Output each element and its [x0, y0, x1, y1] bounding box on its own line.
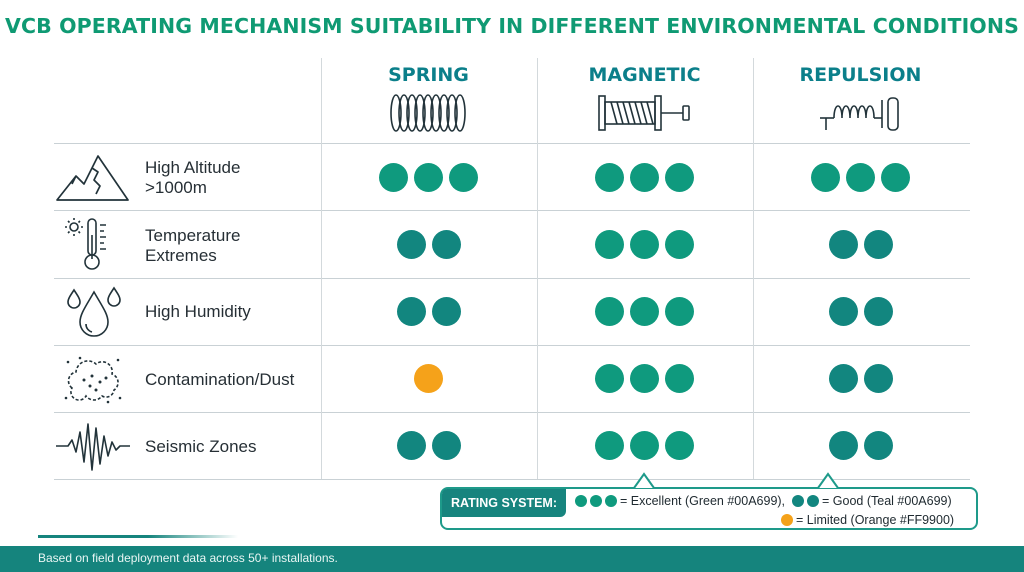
rating-dot-good [863, 297, 893, 326]
rating-dot-excellent [630, 163, 659, 192]
magnetic-actuator-icon [598, 95, 690, 131]
rating-dot-excellent [811, 163, 840, 192]
rating-cell [753, 230, 968, 259]
grid-line [54, 210, 970, 211]
row-label-humidity: High Humidity [145, 302, 251, 321]
grid-line [54, 278, 970, 279]
grid-line [537, 58, 538, 479]
column-header-spring: SPRING [388, 64, 469, 86]
rating-dot-excellent [595, 163, 624, 192]
rating-cell [321, 431, 536, 460]
rating-dot-excellent [595, 297, 624, 326]
rating-dot-limited [414, 364, 443, 393]
legend-line-2: = Limited (Orange #FF9900) [781, 513, 954, 527]
rating-dot-good [828, 431, 858, 460]
callout-pointer [633, 472, 655, 489]
rating-dot-excellent [595, 364, 624, 393]
rating-dot-excellent [846, 163, 875, 192]
rating-dot-good [396, 230, 426, 259]
rating-cell [753, 163, 968, 192]
legend-dot [781, 514, 793, 526]
row-label-contamination: Contamination/Dust [145, 370, 295, 389]
rating-cell [321, 163, 536, 192]
thermometer-icon [65, 218, 106, 270]
rating-dot-excellent [630, 364, 659, 393]
rating-dot-excellent [630, 230, 659, 259]
grid-line [54, 479, 970, 480]
legend-dot [792, 495, 805, 507]
rating-cell [321, 297, 536, 326]
mountain-icon [56, 155, 129, 201]
footer-bar: Based on field deployment data across 50… [0, 546, 1024, 572]
rating-dot-good [863, 431, 893, 460]
rating-cell [537, 431, 752, 460]
seismic-wave-icon [56, 423, 130, 471]
row-label-high-altitude: High Altitude >1000m [145, 158, 241, 197]
grid-line [54, 143, 970, 144]
grid-line [54, 412, 970, 413]
legend-limited-text: = Limited (Orange #FF9900) [796, 513, 955, 527]
legend-dot [575, 495, 587, 507]
rating-dot-good [828, 364, 858, 393]
rating-dot-good [431, 230, 461, 259]
rating-dot-good [431, 297, 461, 326]
rating-dot-good [828, 297, 858, 326]
rating-cell [537, 230, 752, 259]
rating-dot-excellent [665, 364, 694, 393]
column-header-magnetic: MAGNETIC [588, 64, 701, 86]
legend-dot [605, 495, 617, 507]
rating-dot-excellent [881, 163, 910, 192]
rating-dot-good [396, 431, 426, 460]
rating-dot-excellent [630, 297, 659, 326]
legend-dot [590, 495, 602, 507]
rating-cell [753, 364, 968, 393]
spring-coil-icon [390, 94, 466, 132]
rating-dot-excellent [595, 230, 624, 259]
repulsion-coil-icon [820, 97, 899, 131]
rating-cell [321, 230, 536, 259]
rating-dot-good [396, 297, 426, 326]
row-label-seismic: Seismic Zones [145, 437, 257, 456]
rating-dot-excellent [449, 163, 478, 192]
rating-dot-good [863, 364, 893, 393]
grid-line [321, 58, 322, 479]
grid-line [54, 345, 970, 346]
dust-cloud-icon [64, 356, 122, 404]
accent-line [38, 535, 238, 538]
callout-pointer [817, 472, 839, 489]
rating-legend-tag: RATING SYSTEM: [442, 489, 566, 517]
rating-dot-good [828, 230, 858, 259]
rating-dot-excellent [379, 163, 408, 192]
rating-cell [753, 431, 968, 460]
page-title: VCB OPERATING MECHANISM SUITABILITY IN D… [5, 14, 1019, 38]
rating-dot-excellent [414, 163, 443, 192]
rating-cell [537, 364, 752, 393]
legend-excellent-text: = Excellent (Green #00A699), [620, 494, 786, 508]
row-label-temperature: Temperature Extremes [145, 226, 241, 265]
legend-dot [807, 495, 820, 507]
rating-cell [537, 163, 752, 192]
legend-line-1: = Excellent (Green #00A699), = Good (Tea… [575, 494, 952, 508]
footer-note: Based on field deployment data across 50… [38, 551, 338, 565]
legend-good-text: = Good (Teal #00A699) [822, 494, 952, 508]
rating-dot-excellent [665, 297, 694, 326]
rating-cell [537, 297, 752, 326]
rating-dot-excellent [595, 431, 624, 460]
rating-cell [321, 364, 536, 393]
rating-dot-excellent [665, 431, 694, 460]
rating-dot-excellent [630, 431, 659, 460]
rating-dot-excellent [665, 163, 694, 192]
rating-dot-good [431, 431, 461, 460]
rating-dot-excellent [665, 230, 694, 259]
column-header-repulsion: REPULSION [799, 64, 922, 86]
rating-dot-good [863, 230, 893, 259]
droplets-icon [67, 286, 121, 337]
rating-cell [753, 297, 968, 326]
grid-line [753, 58, 754, 479]
